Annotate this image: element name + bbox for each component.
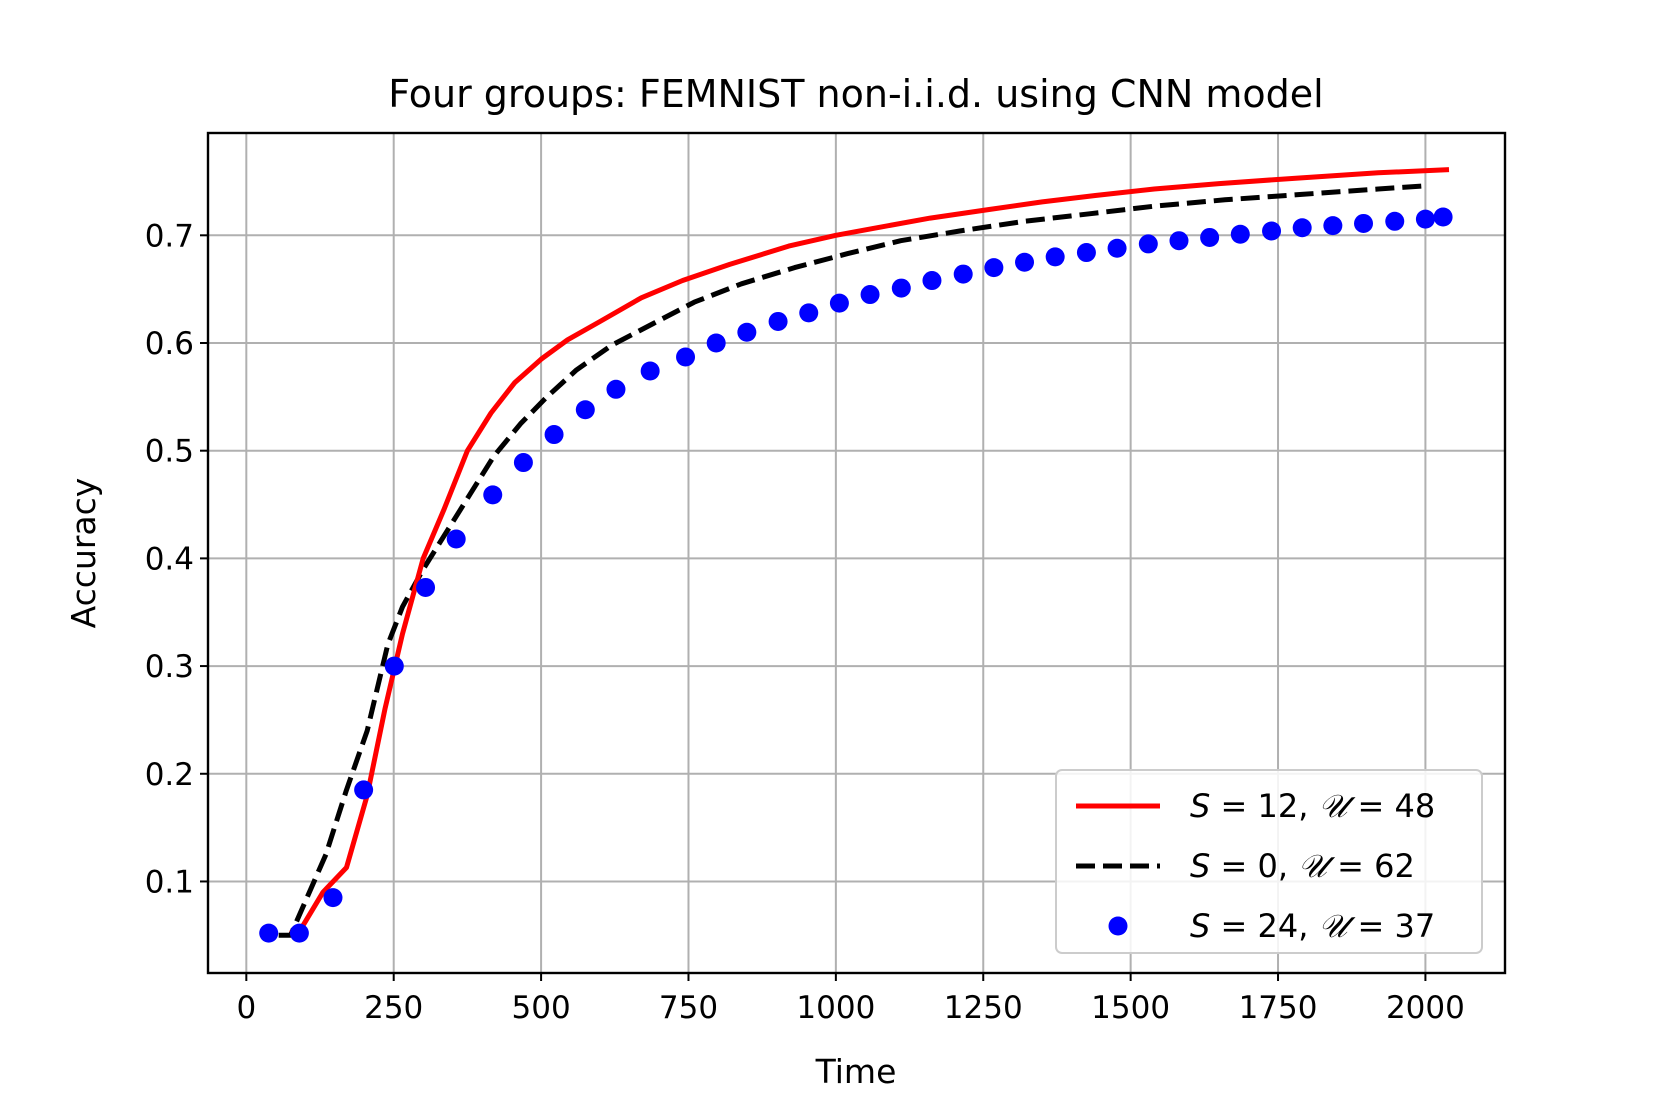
data-point <box>513 453 533 473</box>
legend-label-part: S <box>1190 847 1210 885</box>
data-point <box>706 333 726 353</box>
series-solid <box>289 167 1450 936</box>
y-axis-label: Accuracy <box>64 478 103 629</box>
legend-entry: S = 24, 𝒰 = 37 <box>1108 907 1435 945</box>
y-tick-label: 0.4 <box>145 541 194 577</box>
data-point <box>1292 218 1312 238</box>
data-point <box>676 347 696 367</box>
x-tick-label: 750 <box>659 990 718 1026</box>
data-point <box>483 485 503 505</box>
data-point <box>1169 231 1189 251</box>
data-point <box>1323 216 1343 236</box>
data-point <box>768 311 788 331</box>
x-tick-label: 1500 <box>1091 990 1170 1026</box>
data-point <box>1415 209 1435 229</box>
plot-frame <box>206 131 1507 975</box>
series-dots <box>259 207 1453 943</box>
data-point <box>922 271 942 291</box>
x-tick-label: 2000 <box>1386 990 1465 1026</box>
x-tick-label: 1750 <box>1239 990 1318 1026</box>
data-point <box>737 322 757 342</box>
data-point <box>640 361 660 381</box>
x-tick-label: 250 <box>364 990 423 1026</box>
series-dashed <box>278 183 1426 938</box>
legend-label-part: = 0, <box>1210 847 1298 885</box>
data-point <box>860 285 880 305</box>
legend-entries: S = 12, 𝒰 = 48 S = 0, 𝒰 = 62 S = 24, 𝒰 = 3… <box>1076 787 1435 945</box>
data-point <box>575 400 595 420</box>
series-line <box>289 167 1450 936</box>
y-tick-label: 0.7 <box>145 218 194 254</box>
legend-label-part: = 37 <box>1347 907 1435 945</box>
y-tick-label: 0.1 <box>145 864 194 900</box>
data-point <box>984 258 1004 278</box>
y-tick-label: 0.3 <box>145 649 194 685</box>
legend-label-part: S <box>1190 787 1210 825</box>
data-point <box>1045 247 1065 267</box>
y-tick-label: 0.2 <box>145 757 194 793</box>
data-point <box>953 264 973 284</box>
legend-label-part: = 24, <box>1210 907 1318 945</box>
legend-label-part: = 48 <box>1347 787 1435 825</box>
data-point <box>1200 227 1220 247</box>
data-point <box>1262 221 1282 241</box>
data-point <box>289 923 309 943</box>
chart-title: Four groups: FEMNIST non-i.i.d. using CN… <box>388 72 1323 116</box>
legend-box <box>1055 769 1483 954</box>
x-tick-label: 500 <box>512 990 571 1026</box>
data-point <box>1138 234 1158 254</box>
legend-label: S = 0, 𝒰 = 62 <box>1190 847 1415 885</box>
data-point <box>1107 238 1127 258</box>
x-tick-label: 1250 <box>944 990 1023 1026</box>
data-point <box>416 577 436 597</box>
legend-label-part: S <box>1190 907 1210 945</box>
data-point <box>606 379 626 399</box>
x-axis-label: Time <box>815 1052 897 1091</box>
x-tick-label: 1000 <box>796 990 875 1026</box>
legend-label: S = 12, 𝒰 = 48 <box>1190 787 1435 825</box>
data-point <box>323 888 343 908</box>
data-point <box>446 529 466 549</box>
data-point <box>384 656 404 676</box>
data-point <box>354 780 374 800</box>
data-point <box>1015 252 1035 272</box>
x-tick-label: 0 <box>236 990 256 1026</box>
data-point <box>829 293 849 313</box>
data-point <box>1433 207 1453 227</box>
axis-ticks: 0 250 500 750 1000 1250 1500 1750 2000 0.1 0.2 0.3 0… <box>145 218 1465 1026</box>
y-tick-label: 0.5 <box>145 434 194 470</box>
legend-label-part: = 62 <box>1327 847 1415 885</box>
legend-entry: S = 0, 𝒰 = 62 <box>1076 847 1415 885</box>
data-point <box>1230 224 1250 244</box>
data-point <box>1076 243 1096 263</box>
data-point <box>1354 213 1374 233</box>
data-point <box>1385 211 1405 231</box>
legend-marker-dot <box>1108 916 1128 936</box>
legend-entry: S = 12, 𝒰 = 48 <box>1076 787 1435 825</box>
legend: S = 12, 𝒰 = 48 S = 0, 𝒰 = 62 S = 24, 𝒰 = 3… <box>1055 769 1483 954</box>
legend-label-part: = 12, <box>1210 787 1318 825</box>
data-point <box>799 303 819 323</box>
data-point <box>259 923 279 943</box>
plot-series <box>259 167 1453 943</box>
data-point <box>891 278 911 298</box>
data-point <box>544 425 564 445</box>
legend-label: S = 24, 𝒰 = 37 <box>1190 907 1435 945</box>
y-tick-label: 0.6 <box>145 326 194 362</box>
series-line <box>278 183 1426 938</box>
